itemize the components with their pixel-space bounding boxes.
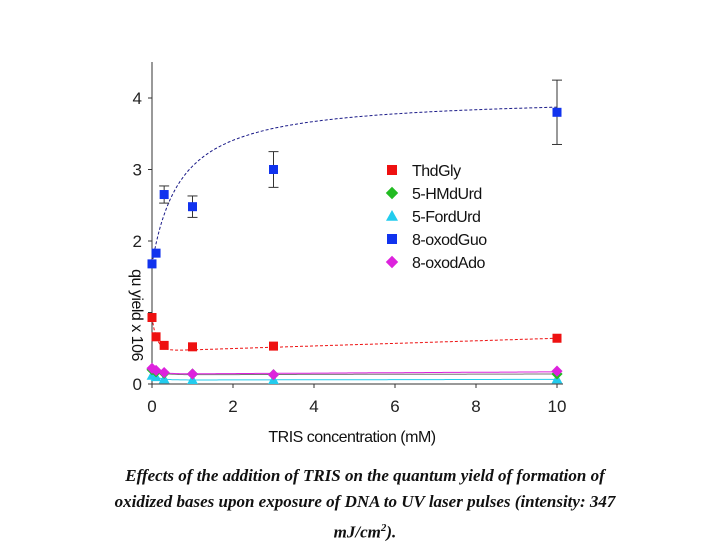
caption-line-2: oxidized bases upon exposure of DNA to U…: [114, 492, 616, 511]
point-8-oxodguo: [188, 202, 197, 212]
legend-marker-8-oxodado: [385, 255, 399, 269]
point-8-oxodado: [150, 364, 162, 376]
x-tick-label: 2: [228, 397, 237, 416]
caption-line-3-text: mJ/cm: [333, 522, 381, 542]
fit-thdgly: [151, 317, 558, 351]
x-tick-label: 6: [390, 397, 399, 416]
point-thdgly: [188, 342, 197, 352]
fit-8-oxodado: [151, 367, 558, 375]
fit-5-fordurd: [151, 374, 557, 381]
point-8-oxodguo: [269, 165, 278, 174]
point-8-oxodguo: [159, 190, 169, 200]
point-8-oxodguo: [552, 107, 562, 117]
legend-marker-thdgly: [387, 165, 397, 175]
caption-line-3-end: ).: [386, 522, 397, 542]
point-8-oxodguo: [151, 248, 161, 258]
point-thdgly: [269, 341, 278, 351]
point-8-oxodado: [551, 365, 563, 377]
x-axis-label: TRIS concentration (mM): [268, 429, 435, 446]
y-tick-label: 0: [133, 375, 142, 394]
point-8-oxodado: [267, 369, 280, 381]
caption-superscript: 2: [380, 522, 387, 534]
fit-8-oxodguo: [151, 106, 558, 264]
legend-label-thdgly: ThdGly: [412, 163, 461, 180]
caption-line-1: Effects of the addition of TRIS on the q…: [125, 466, 605, 485]
y-tick-label: 3: [133, 161, 142, 180]
legend-label-8-oxodado: 8-oxodAdo: [412, 255, 485, 272]
legend-label-5-fordurd: 5-FordUrd: [412, 209, 480, 226]
x-tick-label: 8: [471, 397, 480, 416]
tick-labels: 0 2 4 6 8 10 0 2 3 4: [133, 89, 567, 416]
point-8-oxodado: [158, 366, 170, 379]
legend: ThdGly 5-HMdUrd 5-FordUrd 8-oxodGuo 8-oxodAd…: [385, 163, 488, 272]
caption-line-3: mJ/cm2).: [60, 515, 670, 546]
point-8-oxodado: [146, 362, 158, 374]
point-thdgly: [159, 340, 169, 350]
figure-caption: Effects of the addition of TRIS on the q…: [60, 463, 670, 546]
x-tick-label: 0: [147, 397, 156, 416]
chart: 0 2 4 6 8 10 0 2 3 4 ThdGly 5-HMdUrd 5-FordUrd 8-oxo…: [128, 62, 567, 446]
point-8-oxodguo: [147, 259, 157, 269]
legend-marker-5-hmdurd: [385, 186, 399, 200]
point-8-oxodado: [186, 368, 199, 380]
fit-lines: [151, 106, 558, 381]
data-points: [146, 79, 563, 385]
y-tick-label: 2: [133, 232, 142, 251]
x-tick-label: 4: [309, 397, 318, 416]
legend-label-8-oxodguo: 8-oxodGuo: [412, 232, 487, 249]
fit-5-hmdurd: [151, 369, 557, 376]
legend-marker-5-fordurd: [386, 210, 398, 221]
axes: [148, 62, 563, 388]
x-tick-label: 10: [548, 397, 567, 416]
y-axis-label: qu yield x 106: [128, 269, 145, 361]
point-thdgly: [147, 313, 157, 323]
legend-marker-8-oxodguo: [387, 234, 397, 244]
legend-label-5-hmdurd: 5-HMdUrd: [412, 186, 482, 203]
point-thdgly: [552, 333, 562, 343]
point-thdgly: [151, 332, 161, 342]
y-tick-label: 4: [133, 89, 142, 108]
